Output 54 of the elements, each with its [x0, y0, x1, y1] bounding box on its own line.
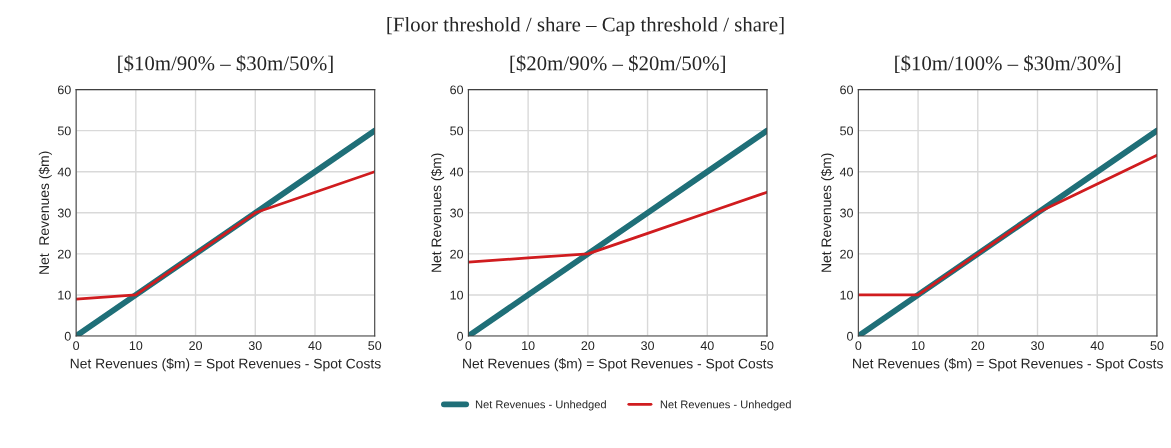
line-series [468, 190, 768, 264]
x-tick-label: 10 [912, 341, 925, 351]
y-tick-label: 0 [847, 331, 853, 341]
x-tick-label: 30 [641, 341, 655, 351]
y-tick-label: 60 [840, 85, 853, 95]
y-tick-label: 20 [840, 249, 853, 259]
x-tick-label: 40 [308, 341, 322, 351]
line-series [76, 170, 375, 301]
x-tick-label: 0 [73, 341, 80, 351]
x-axis-title: Net Revenues ($m) = Spot Revenues - Spot Costs [70, 358, 381, 372]
text: [Floor threshold / share – Cap threshold / share] [387, 16, 784, 36]
y-tick-label: 0 [64, 331, 71, 341]
x-axis-title: Net Revenues ($m) = Spot Revenues - Spot Costs [463, 358, 773, 372]
y-tick-label: 0 [457, 331, 464, 341]
y-tick-label: 40 [57, 167, 71, 177]
x-tick-label: 20 [189, 341, 203, 351]
x-tick-label: 30 [1031, 341, 1044, 351]
y-axis-title: Net Revenues ($m) [430, 153, 445, 272]
y-tick-label: 60 [57, 85, 71, 95]
y-tick-label: 30 [450, 208, 464, 218]
x-tick-label: 0 [465, 341, 472, 351]
y-tick-label: 50 [57, 126, 71, 136]
chart-title: [$10m/90% – $30m/50%] [118, 55, 333, 73]
x-tick-label: 10 [522, 341, 535, 351]
y-tick-label: 40 [449, 167, 464, 177]
y-tick-label: 20 [450, 249, 464, 259]
x-axis-title: Net Revenues ($m) = Spot Revenues - Spot Costs [853, 358, 1163, 372]
x-tick-label: 20 [581, 341, 595, 351]
chart-title: [$20m/90% – $20m/50%] [510, 55, 725, 73]
x-tick-label: 30 [248, 341, 262, 351]
y-tick-label: 50 [840, 126, 853, 136]
y-tick-label: 10 [840, 290, 853, 300]
y-tick-label: 60 [450, 85, 464, 95]
y-tick-label: 30 [57, 208, 71, 218]
y-tick-label: 50 [450, 126, 464, 136]
x-tick-label: 40 [1090, 341, 1104, 351]
y-axis-title: Net Revenues ($m) [820, 153, 835, 272]
y-axis-title: Net Revenues ($m) [38, 151, 52, 274]
x-tick-label: 50 [368, 341, 382, 351]
y-tick-label: 30 [840, 208, 853, 218]
x-tick-label: 50 [1150, 341, 1164, 351]
chart-title: [$10m/100% – $30m/30%] [895, 55, 1121, 73]
x-tick-label: 20 [971, 341, 985, 351]
y-tick-label: 10 [450, 290, 464, 300]
legend-label: Net Revenues - Unhedged [475, 400, 606, 411]
x-tick-label: 50 [760, 341, 774, 351]
legend-label: Net Revenues - Unhedged [660, 400, 791, 411]
y-tick-label: 40 [839, 167, 853, 177]
y-tick-label: 20 [57, 249, 71, 259]
x-tick-label: 0 [855, 341, 862, 351]
x-tick-label: 40 [700, 341, 714, 351]
y-tick-label: 10 [58, 290, 71, 300]
line-series [858, 153, 1157, 297]
x-tick-label: 10 [129, 341, 143, 351]
